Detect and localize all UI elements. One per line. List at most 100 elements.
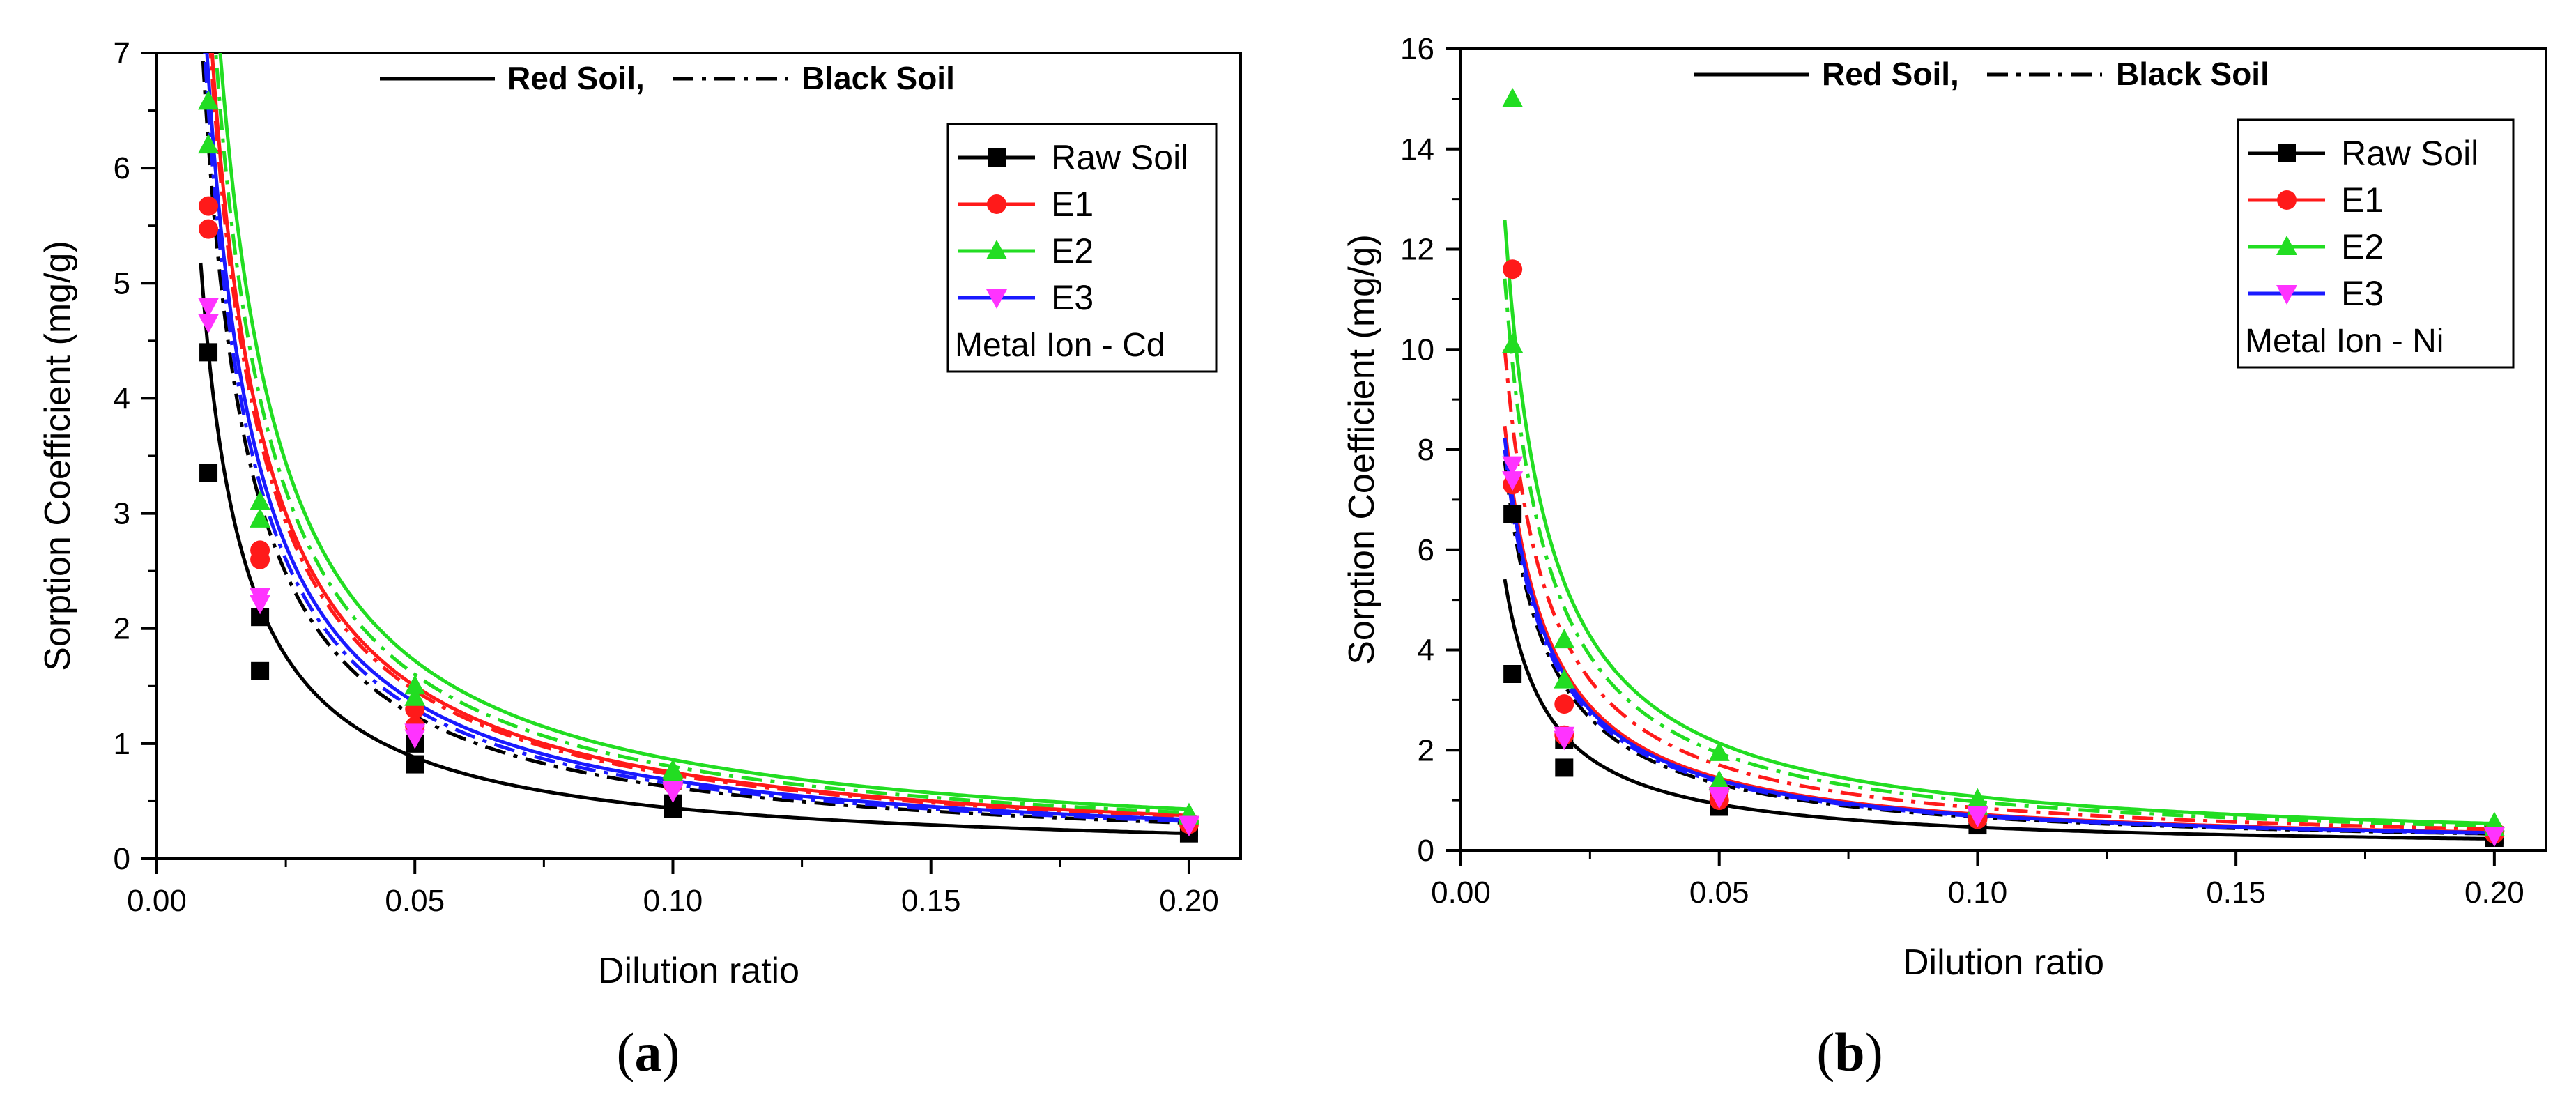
legend-label: E3	[1051, 278, 1094, 317]
fit-curve-e2-black-soil	[214, 53, 1190, 815]
data-point	[198, 90, 220, 110]
y-tick-label: 2	[114, 612, 130, 646]
red-soil-key-label: Red Soil,	[507, 60, 645, 96]
data-point	[250, 491, 271, 511]
data-point	[199, 219, 219, 239]
data-point	[1502, 333, 1524, 353]
fit-curve-raw-soil-black-soil	[1503, 461, 2494, 836]
data-point	[1555, 758, 1574, 777]
fit-curve-raw-soil-black-soil	[201, 53, 1190, 825]
y-axis-label: Sorption Coefficient (mg/g)	[38, 240, 78, 671]
legend-label: E2	[1051, 231, 1094, 270]
x-tick-label: 0.15	[901, 884, 961, 918]
data-point	[251, 661, 270, 680]
legend-marker	[2277, 190, 2297, 210]
data-point	[1503, 259, 1523, 280]
data-point	[1554, 730, 1575, 751]
fit-curve-raw-soil-red-soil	[199, 262, 1190, 836]
x-tick-label: 0.00	[127, 884, 187, 918]
data-point	[198, 134, 220, 154]
fit-curve-e2-red-soil	[218, 53, 1190, 811]
x-tick-label: 0.20	[2464, 875, 2524, 910]
fit-curve-e3-black-soil	[203, 53, 1190, 823]
legend-label: E3	[2341, 274, 2384, 313]
data-point	[199, 196, 219, 216]
legend-marker	[987, 194, 1006, 214]
data-point	[1503, 505, 1522, 523]
panel-label-a: (a)	[616, 1022, 680, 1082]
y-tick-label: 6	[114, 151, 130, 185]
legend-marker	[2278, 144, 2296, 162]
data-point	[199, 343, 218, 362]
data-point	[1708, 769, 1730, 790]
data-point	[1708, 741, 1730, 761]
fit-curves	[199, 53, 1190, 836]
data-point	[1967, 808, 1988, 828]
y-tick-label: 12	[1400, 233, 1434, 267]
y-tick-label: 10	[1400, 332, 1434, 367]
chart-a-svg: 0.00 0.05 0.10 0.15 0.20 0 1 2 3 4 5 6 7 Dilution rat…	[38, 36, 1242, 991]
metal-ion-annotation: Metal Ion - Ni	[2245, 323, 2444, 360]
y-axis-label: Sorption Coefficient (mg/g)	[1342, 234, 1382, 665]
data-point	[406, 755, 424, 774]
x-axis-label: Dilution ratio	[1903, 942, 2104, 983]
fit-curve-e2-black-soil	[1503, 278, 2494, 828]
legend-marker	[986, 289, 1007, 309]
metal-ion-annotation: Metal Ion - Cd	[955, 327, 1165, 364]
data-point	[2483, 827, 2505, 848]
data-point	[1502, 456, 1524, 476]
data-points	[1502, 87, 2505, 848]
data-points	[198, 90, 1199, 843]
black-soil-key-label: Black Soil	[802, 60, 955, 96]
data-point	[250, 507, 271, 528]
x-tick-label: 0.05	[385, 884, 445, 918]
x-tick-label: 0.10	[643, 884, 703, 918]
black-soil-key-label: Black Soil	[2116, 56, 2269, 92]
fit-curve-e1-black-soil	[1503, 349, 2494, 831]
data-point	[404, 729, 426, 749]
legend-label: Raw Soil	[1051, 138, 1188, 177]
y-tick-label: 8	[1418, 433, 1434, 467]
data-point	[198, 314, 220, 334]
legend-marker	[986, 240, 1007, 259]
x-tick-label: 0.20	[1159, 884, 1219, 918]
x-tick-label: 0.15	[2206, 875, 2266, 910]
y-tick-label: 16	[1400, 32, 1434, 66]
y-tick-label: 6	[1418, 533, 1434, 567]
y-tick-label: 2	[1418, 733, 1434, 767]
data-point	[250, 595, 271, 615]
y-tick-label: 1	[114, 727, 130, 761]
data-point	[198, 298, 220, 318]
chart-panel-b: 0.00 0.05 0.10 0.15 0.20 0 2 4 6 8 10 12 14 16 Dilutio…	[1288, 0, 2576, 1118]
fit-curve-e1-black-soil	[208, 53, 1190, 819]
fit-curve-e1-red-soil	[1503, 425, 2494, 834]
data-point	[662, 783, 684, 804]
x-tick-label: 0.05	[1689, 875, 1749, 910]
y-tick-label: 0	[1418, 834, 1434, 868]
chart-panel-a: 0.00 0.05 0.10 0.15 0.20 0 1 2 3 4 5 6 7 Dilution rat…	[38, 36, 1242, 1082]
legend-label: E1	[1051, 185, 1094, 224]
y-tick-label: 3	[114, 497, 130, 531]
legend-marker	[2276, 285, 2297, 305]
fit-curve-e3-red-soil	[1503, 437, 2494, 835]
data-point	[1554, 629, 1575, 649]
y-tick-label: 14	[1400, 132, 1434, 167]
data-point	[1708, 789, 1730, 809]
fit-curve-e3-red-soil	[205, 53, 1190, 822]
y-tick-label: 7	[114, 36, 130, 70]
data-point	[404, 675, 426, 695]
fit-curve-e1-red-soil	[210, 53, 1190, 818]
y-tick-label: 4	[1418, 634, 1434, 668]
data-point	[1178, 817, 1199, 837]
y-tick-label: 5	[114, 266, 130, 300]
data-point	[404, 686, 426, 706]
legend-marker	[988, 148, 1006, 167]
chart-b-svg: 0.00 0.05 0.10 0.15 0.20 0 2 4 6 8 10 12 14 16 Dilutio…	[1342, 32, 2547, 983]
legend-label: E1	[2341, 181, 2384, 220]
data-point	[1554, 694, 1574, 714]
data-point	[250, 540, 270, 560]
fit-curve-e3-black-soil	[1503, 449, 2494, 836]
x-axis-label: Dilution ratio	[598, 951, 799, 991]
data-point	[1554, 668, 1575, 689]
panel-label-b: (b)	[1816, 1022, 1883, 1082]
